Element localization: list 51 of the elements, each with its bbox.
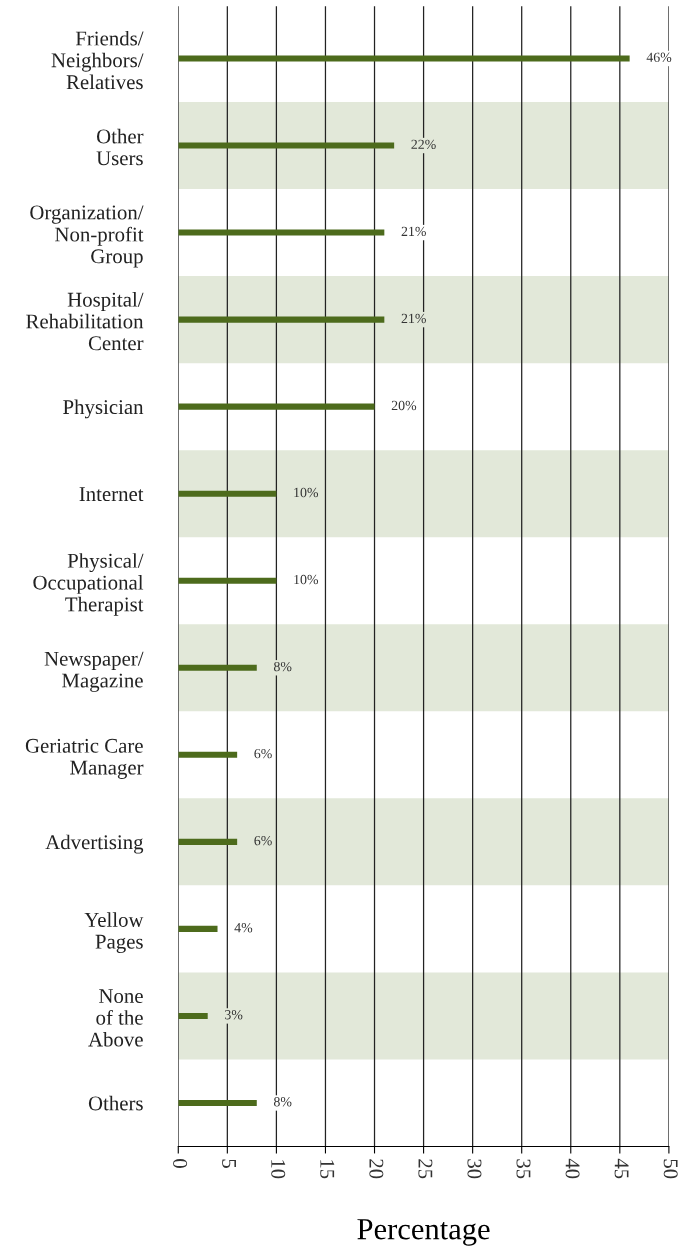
x-tick-label: 35 — [516, 1159, 531, 1179]
bar — [178, 55, 630, 62]
y-tick-label: Others — [88, 1095, 143, 1111]
y-tick-label: Hospital/ Rehabilitation Center — [26, 292, 144, 351]
bar — [178, 751, 238, 758]
bar — [178, 1099, 257, 1107]
y-tick-label: Internet — [79, 487, 144, 502]
y-tick-label: Other Users — [96, 128, 144, 166]
bar — [178, 490, 277, 497]
data-label: 21% — [401, 313, 426, 324]
bar — [178, 1012, 208, 1019]
data-label: 10% — [294, 487, 319, 498]
data-label: 20% — [391, 400, 417, 411]
y-tick-label: Physician — [63, 399, 144, 419]
x-axis-title: Percentage — [357, 1219, 490, 1246]
x-tick-label: 25 — [418, 1159, 433, 1179]
x-tick-label: 20 — [369, 1159, 384, 1179]
y-tick-label: Newspaper/ Magazine — [44, 651, 144, 692]
bar — [178, 664, 257, 671]
bar — [178, 577, 277, 584]
x-tick-label: 45 — [614, 1158, 629, 1179]
y-tick-label: Organization/ Non-profit Group — [30, 205, 144, 268]
bar — [178, 838, 238, 845]
data-label: 3% — [225, 1010, 243, 1020]
x-tick-label: 50 — [663, 1159, 678, 1179]
y-tick-label: None of the Above — [88, 989, 143, 1047]
bar — [178, 316, 385, 323]
bar — [178, 403, 375, 410]
data-label: 4% — [234, 923, 253, 933]
x-tick-label: 10 — [271, 1160, 286, 1179]
x-tick-label: 0 — [173, 1159, 188, 1168]
x-tick-label: 5 — [222, 1159, 236, 1168]
data-label: 10% — [294, 574, 319, 585]
data-label: 8% — [273, 1097, 292, 1107]
bar — [178, 142, 395, 149]
x-tick-label: 30 — [467, 1159, 482, 1179]
data-label: 6% — [254, 748, 272, 759]
data-label: 22% — [411, 139, 436, 150]
data-label: 6% — [254, 835, 272, 846]
data-label: 8% — [273, 661, 292, 672]
data-label: 21% — [401, 226, 426, 237]
y-tick-label: Physical/ Occupational Therapist — [33, 553, 144, 616]
y-tick-label: Geriatric Care Manager — [25, 738, 144, 779]
y-tick-label: Yellow Pages — [84, 912, 144, 953]
bar — [178, 925, 218, 932]
bar — [178, 229, 385, 236]
x-tick-label: 15 — [320, 1160, 335, 1179]
y-tick-label: Advertising — [45, 834, 144, 854]
data-label: 46% — [646, 52, 672, 63]
y-tick-label: Friends/ Neighbors/ Relatives — [51, 30, 144, 90]
x-tick-label: 40 — [565, 1158, 580, 1179]
